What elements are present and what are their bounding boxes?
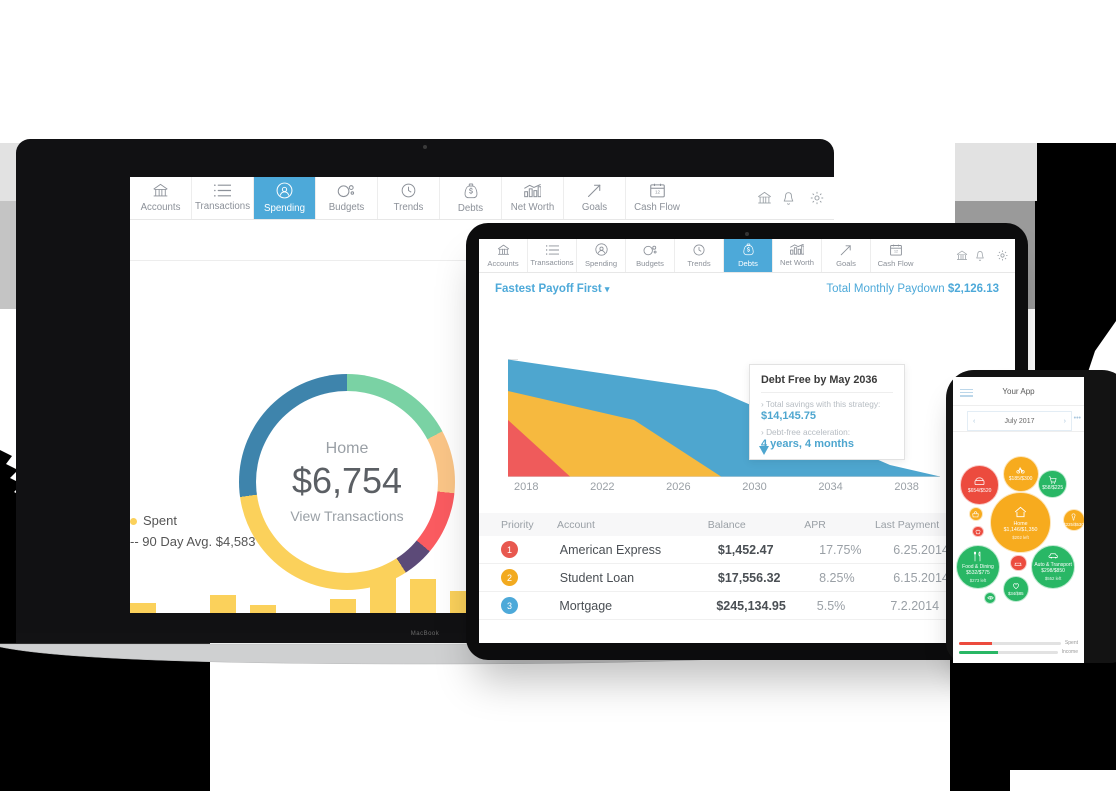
svg-text:12: 12 <box>894 249 898 253</box>
svg-text:12: 12 <box>654 190 660 195</box>
